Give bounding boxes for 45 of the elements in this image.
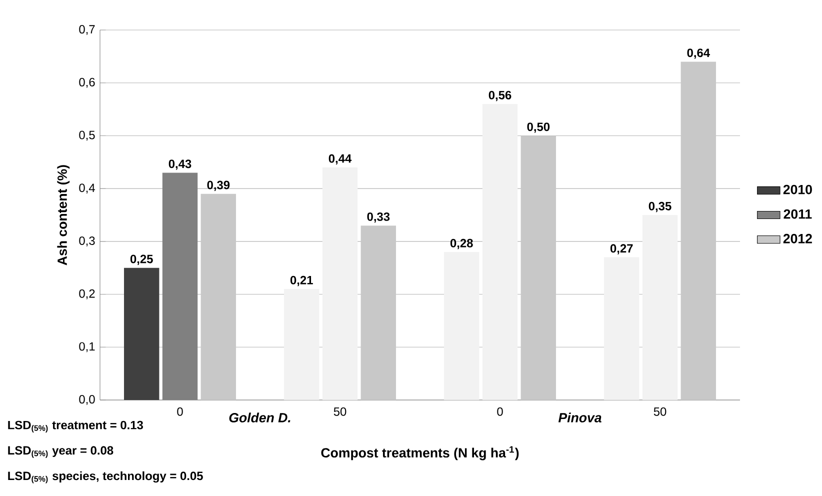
data-label: 0,56	[488, 90, 512, 102]
data-label: 0,27	[610, 244, 633, 254]
bar	[642, 215, 678, 400]
bar	[680, 62, 716, 400]
data-label: 0,35	[648, 202, 672, 212]
text: LSD$_{(5%)}$ year = 0.08	[8, 446, 114, 458]
legend-label: 2012	[783, 234, 812, 244]
y-axis-title: Ash content (%)	[57, 165, 70, 266]
x-tick-label: 50	[654, 407, 666, 416]
bar	[284, 289, 320, 400]
y-tick-label: 0,6	[79, 78, 95, 88]
y-tick-label: 0,3	[79, 236, 95, 246]
bar	[482, 104, 518, 400]
x-tick-label: 50	[334, 407, 346, 416]
y-tick-label: 0,5	[79, 130, 95, 141]
data-label: 0,33	[367, 212, 390, 223]
legend-label: 2011	[784, 209, 812, 219]
x-tick-label: 0	[177, 407, 183, 416]
y-tick-label: 0,7	[79, 25, 95, 35]
text: LSD$_{(5%)}$ species, technology = 0.05	[8, 471, 203, 484]
x-axis-title: Compost treatments (N kg ha$^{-1}$)	[321, 446, 519, 460]
y-tick-label: 0,0	[79, 395, 95, 405]
text: Pinova	[558, 412, 602, 422]
bar	[322, 167, 358, 400]
bar	[360, 226, 396, 400]
data-label: 0,39	[207, 180, 230, 191]
bar	[520, 136, 556, 400]
data-label: 0,21	[290, 276, 313, 286]
bar	[444, 252, 480, 400]
bar	[124, 268, 160, 400]
y-tick-label: 0,2	[79, 289, 95, 300]
data-label: 0,28	[450, 238, 473, 250]
data-label: 0,64	[687, 48, 710, 59]
data-label: 0,44	[328, 154, 352, 165]
legend-label: 2010	[783, 184, 812, 194]
text: Golden D.	[229, 412, 290, 422]
data-label: 0,50	[527, 122, 550, 133]
bar	[200, 194, 236, 400]
text: LSD$_{(5%)}$ treatment = 0.13	[8, 420, 143, 432]
data-label: 0,25	[130, 254, 153, 265]
y-tick-label: 0,1	[79, 342, 95, 352]
bar	[604, 257, 640, 400]
x-tick-label: 0	[497, 407, 503, 416]
y-tick-label: 0,4	[79, 184, 95, 194]
data-label: 0,43	[168, 160, 192, 170]
